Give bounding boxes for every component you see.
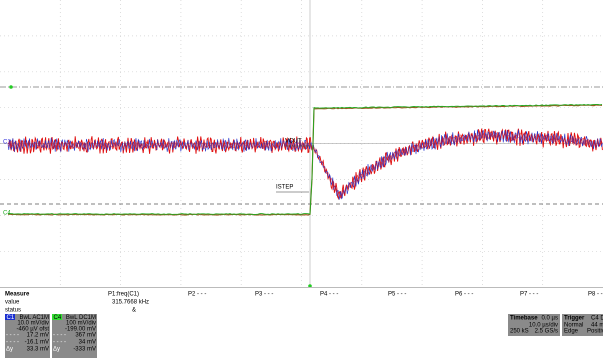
trigger-level: 44 mV [591,323,603,329]
panel: Measure P1:freq(C1) P2 - - - P3 - - - P4 - -… [5,292,603,358]
measure-header: P4 - - - [320,292,338,298]
channel-offset: -199.00 mV [65,327,96,333]
trace [7,103,603,215]
channel-coupling: BwL DC1M [66,315,96,321]
timebase-delay: 0.0 µs [542,316,558,322]
measure-row-label: status [5,308,21,314]
measure-header: P5 - - - [388,292,406,298]
measure-header: P7 - - - [520,292,538,298]
channel-row-value: -333 mV [73,347,96,353]
channel-marker: C1 [3,140,11,146]
measure-header: P1:freq(C1) [108,292,139,298]
channel-row-label: - - - - [6,340,19,346]
measure-row-label: value [5,300,20,306]
channel-row-label: - - - - [6,333,19,339]
channel-row-value: 33.3 mV [27,347,49,353]
channel-name: C4 [54,315,62,321]
trigger-source: C4 DC [591,316,603,322]
measure-header: P8 - - - [588,292,603,298]
channel-scale: 100 mV/div [66,321,96,327]
channel-box [5,314,50,358]
time-marker [308,284,312,288]
channel-row-label: Δy [6,347,13,353]
trigger-mode: Normal [564,323,583,329]
channel-row-value: -16.1 mV [25,340,49,346]
trace [7,131,603,198]
trace-label: VOUT [285,139,302,145]
trigger-title: Trigger [564,316,585,322]
timebase-rate: 2.5 GS/s [535,329,558,335]
trigger-slope: Positive [587,329,603,335]
channel-row-label: Δy [53,347,60,353]
channel-marker: C4 [3,211,11,217]
timebase-box [508,314,560,336]
trace-label: ISTEP [276,185,293,191]
measure-header: P3 - - - [255,292,273,298]
timebase-samples: 250 kS [510,329,529,335]
channel-coupling: BwL AC1M [20,315,49,321]
measure-header: P6 - - - [455,292,473,298]
channel-tag [5,314,15,320]
measure-value: 315.7668 kHz [112,300,149,306]
channel-tag [52,314,62,320]
channel-offset: -460 µV ofst [17,327,50,333]
timebase-title: Timebase [510,316,538,322]
trigger-type: Edge [564,329,579,335]
channel-row-label: - - - - [53,340,66,346]
channel-box [52,314,97,358]
channel-scale: 10.0 mV/div [17,321,49,327]
trigger-marker [9,85,13,89]
channel-row-value: 17.2 mV [27,333,49,339]
channel-row-value: 367 mV [75,333,96,339]
measure-header: P2 - - - [188,292,206,298]
channel-row-label: - - - - [53,333,66,339]
channel-name: C1 [7,315,15,321]
channel-row-value: 34 mV [79,340,96,346]
measure-header: Measure [5,292,30,298]
trace [7,129,603,200]
trigger-box [562,314,603,336]
waveforms [7,103,603,216]
measure-status: & [132,308,136,314]
timebase-scale: 10.0 µs/div [529,323,558,329]
